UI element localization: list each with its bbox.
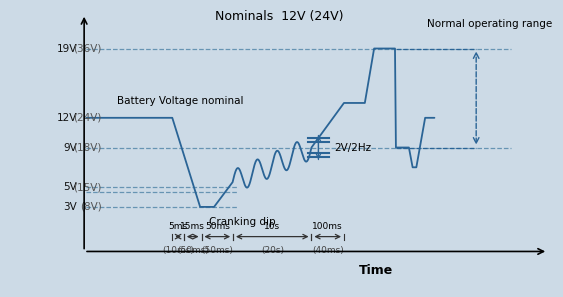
Text: (15V): (15V) — [73, 182, 102, 192]
Text: (24V): (24V) — [73, 113, 102, 123]
Text: 3V: 3V — [64, 202, 77, 212]
Text: (18V): (18V) — [73, 143, 102, 153]
Text: 5ms: 5ms — [168, 222, 187, 231]
Text: Normal operating range: Normal operating range — [427, 19, 553, 29]
Text: Battery Voltage nominal: Battery Voltage nominal — [117, 96, 243, 106]
Text: Time: Time — [359, 264, 394, 277]
Text: 9V: 9V — [64, 143, 77, 153]
Text: 19V: 19V — [57, 43, 77, 53]
Text: 12V: 12V — [57, 113, 77, 123]
Text: (10ms): (10ms) — [162, 246, 194, 255]
Text: 15ms: 15ms — [180, 222, 205, 231]
Text: (40ms): (40ms) — [312, 246, 343, 255]
Text: (50ms): (50ms) — [177, 246, 209, 255]
Text: (50ms): (50ms) — [202, 246, 233, 255]
Text: 100ms: 100ms — [312, 222, 343, 231]
Text: (8V): (8V) — [80, 202, 102, 212]
Text: 10s: 10s — [264, 222, 280, 231]
Text: (36V): (36V) — [73, 43, 102, 53]
Text: Nominals  12V (24V): Nominals 12V (24V) — [215, 10, 343, 23]
Text: 5V: 5V — [64, 182, 77, 192]
Text: (20s): (20s) — [261, 246, 284, 255]
Text: 2V/2Hz: 2V/2Hz — [334, 143, 372, 153]
Text: Cranking dip: Cranking dip — [208, 217, 275, 227]
Text: 50ms: 50ms — [205, 222, 230, 231]
